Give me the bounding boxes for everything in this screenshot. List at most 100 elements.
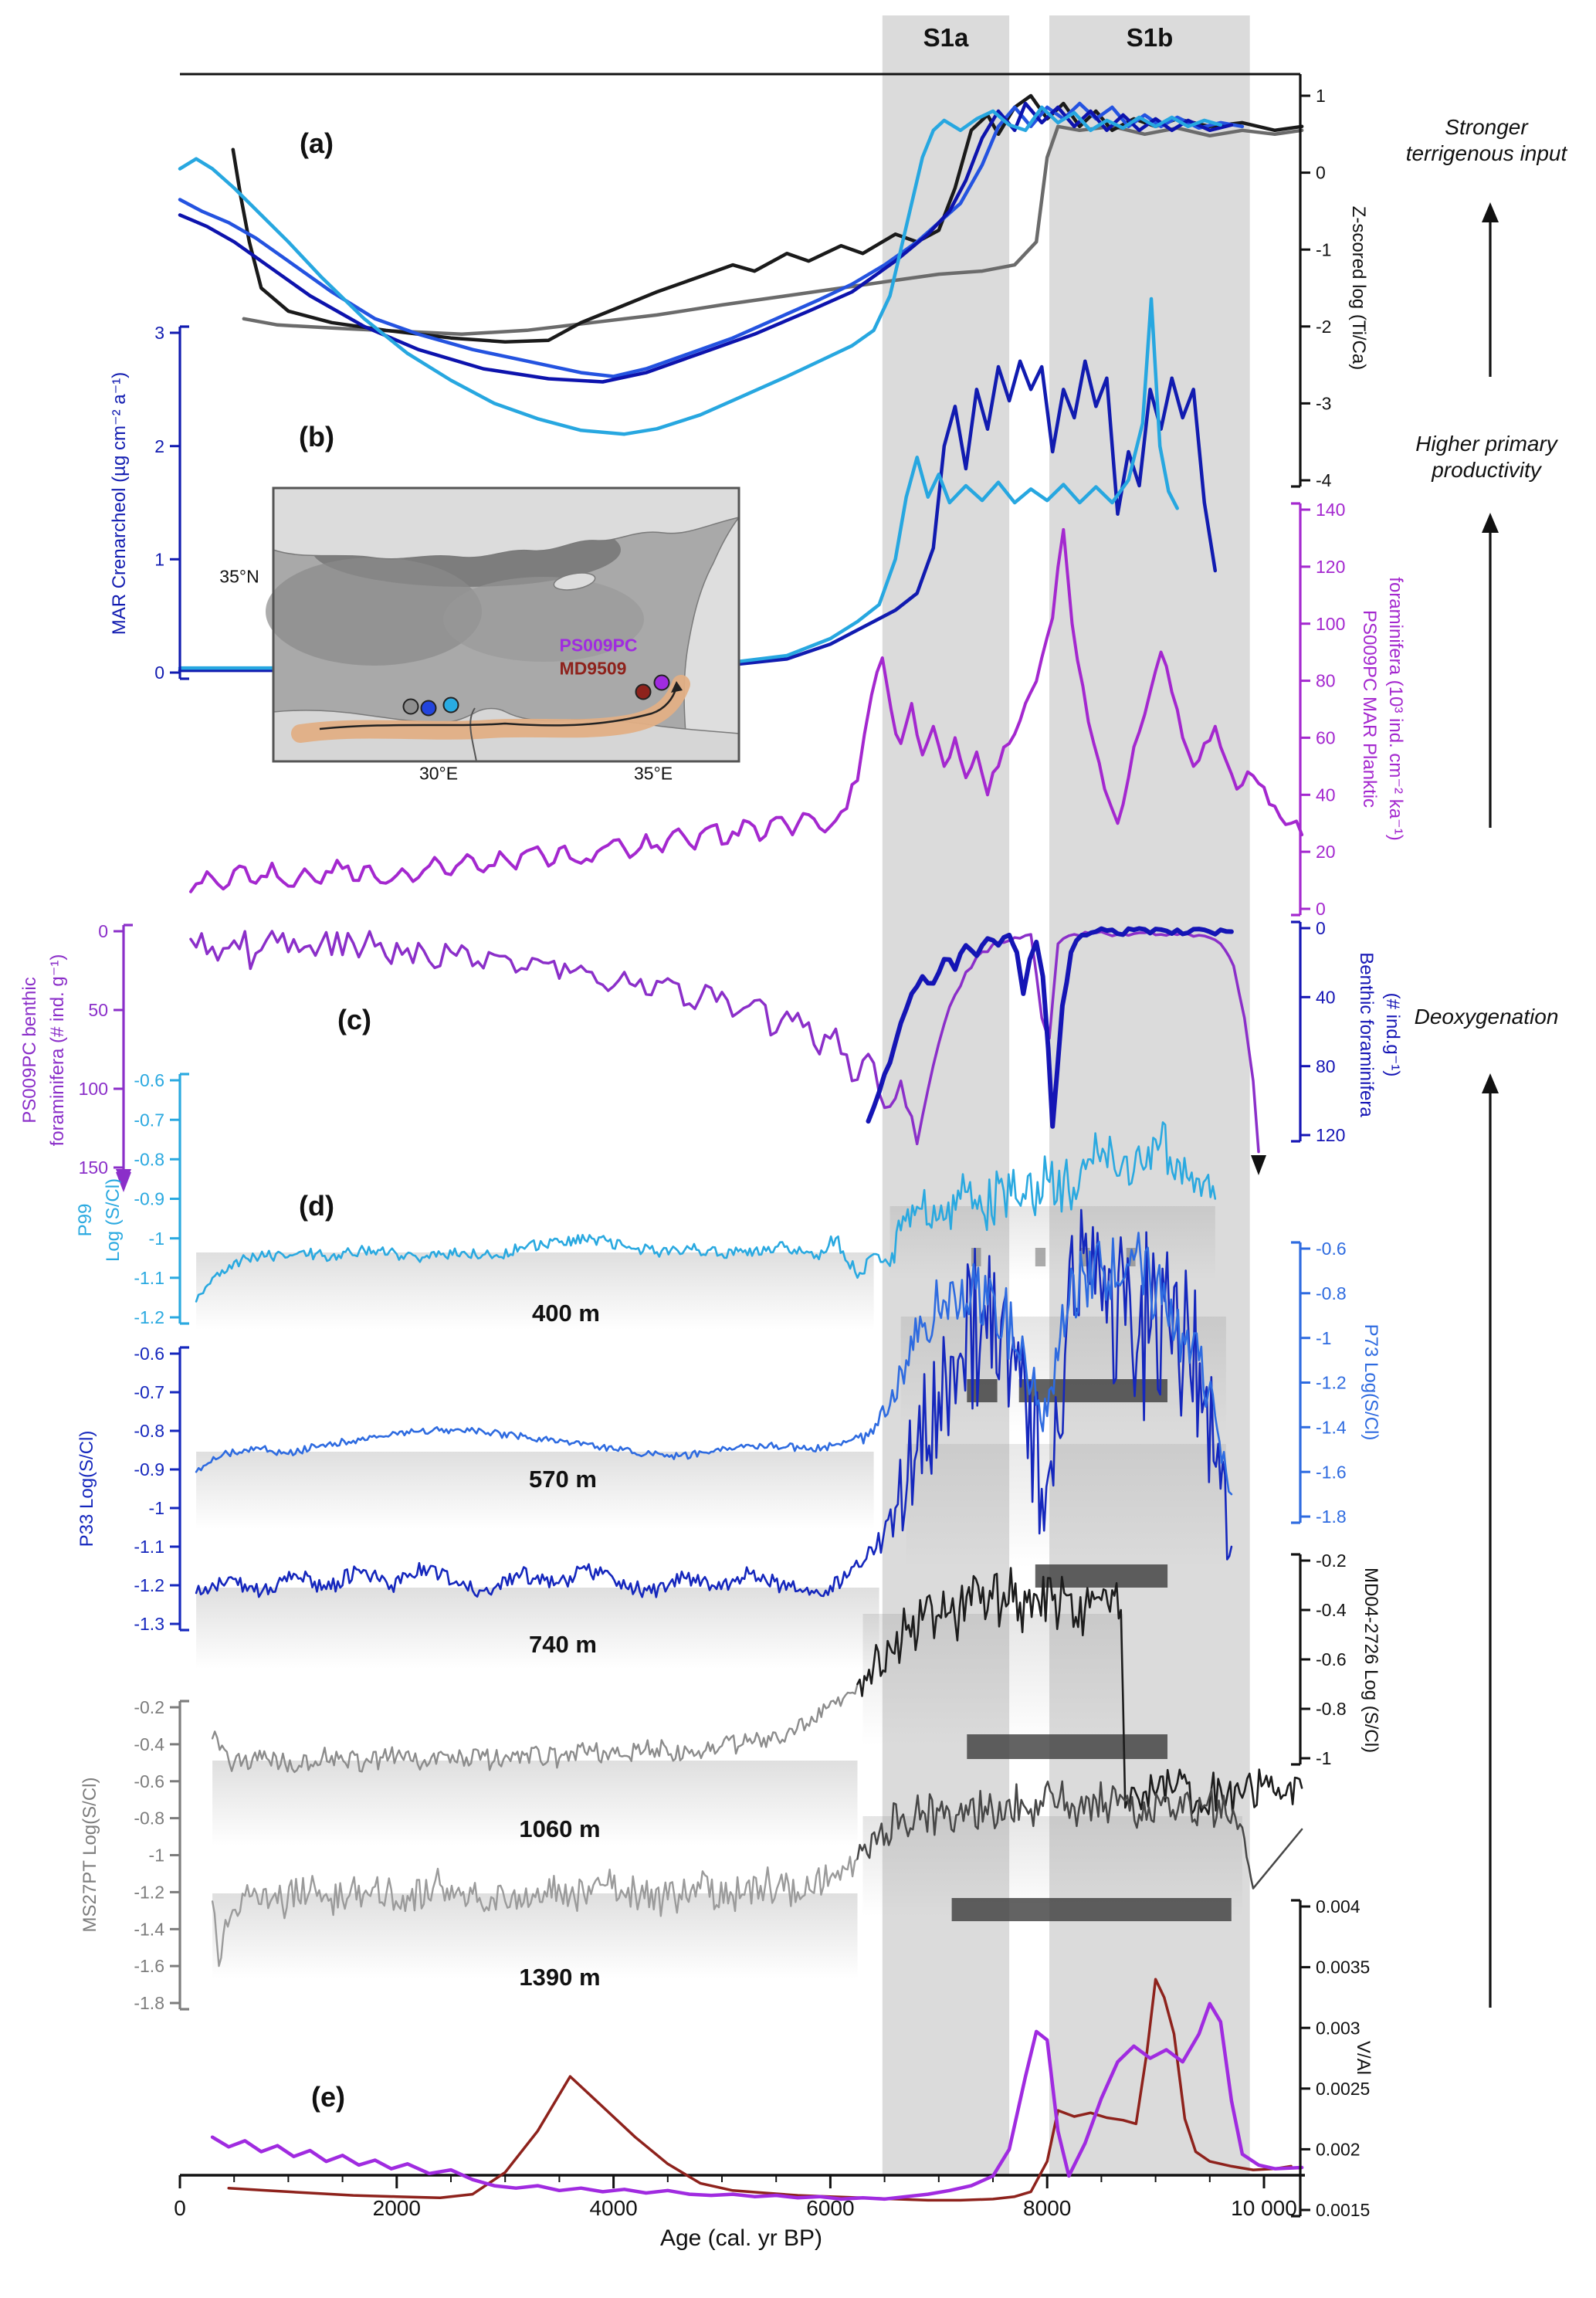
tick-label-cren: 3 [154,323,164,343]
axis-label-p33: P33 Log(S/Cl) [76,1431,97,1547]
tick-label-planktic: 0 [1316,899,1326,919]
depth-label-400m: 400 m [532,1300,600,1327]
x-tick-label: 2000 [373,2196,421,2220]
map-sediment-band [291,675,690,743]
map-nile [469,707,477,762]
x-tick-label: 0 [174,2196,186,2220]
map-arrowhead-icon [671,681,683,693]
offscale-arrow-down-icon [1251,1155,1266,1175]
axis-label-planktic: foraminifera (10³ ind. cm⁻² ka⁻¹) [1385,577,1406,840]
series-md04-1060m-early [211,1683,859,1774]
tick-label-p33: -1.2 [134,1575,164,1595]
map-site-dot [402,698,419,715]
tick-label-tica: -2 [1316,317,1331,337]
tick-label-bbenthic: 80 [1316,1056,1336,1076]
tick-label-p99: -0.7 [134,1110,164,1130]
shading-fade [862,1614,1123,1745]
map-site-dot [653,674,670,691]
tick-label-p73: -1 [1316,1328,1331,1348]
tick-label-ms27pt: -1.4 [134,1919,164,1939]
tick-label-p73: -1.8 [1316,1507,1347,1527]
x-tick-label: 4000 [589,2196,637,2220]
tick-label-p73: -1.4 [1316,1417,1347,1437]
series-val-darkred [227,1978,1293,2202]
annotation-primary-productivity: Higher primary productivity [1415,432,1557,483]
axis-label-bbenthic: (# ind.g⁻¹) [1382,993,1403,1077]
tick-label-p73: -1.6 [1316,1462,1347,1482]
tick-label-p73: -1.2 [1316,1373,1347,1393]
tick-label-p73: -0.8 [1316,1283,1347,1303]
series-p33-740m [195,1208,1233,1598]
axis-label-pbenthic: foraminifera (# ind. g⁻¹) [47,954,68,1147]
map-land-anatolia [273,487,740,560]
axis-label-md04: MD04-2726 Log (S/Cl) [1360,1568,1381,1753]
tick-label-p33: -1 [149,1498,164,1518]
tick-label-pbenthic: 0 [98,921,108,941]
series-val-purple [210,2001,1304,2201]
shading-fade [196,1588,879,1669]
tick-label-val: 0.0025 [1316,2079,1370,2099]
tick-label-pbenthic: 100 [79,1079,108,1099]
tick-label-planktic: 140 [1316,500,1345,520]
tick-label-p99: -0.6 [134,1070,164,1090]
panel-label-a: (a) [300,127,334,159]
tick-label-p33: -0.6 [134,1344,164,1364]
tick-label-p33: -1.3 [134,1614,164,1634]
axis-val: 0.004 0.0035 0.003 0.0025 0.002 0.0015 V/Al [1291,1896,1374,2220]
series-p99-400m [195,1121,1217,1303]
panel-label-c: (c) [337,1004,371,1035]
annotation-arrow-up-icon [1482,202,1499,222]
interval-bar [1080,1248,1090,1266]
tick-label-md04: -0.6 [1316,1649,1347,1669]
tick-label-ms27pt: -1.2 [134,1882,164,1902]
tick-label-planktic: 120 [1316,557,1345,577]
tick-label-p33: -0.9 [134,1459,164,1479]
axis-md04: -0.2 -0.4 -0.6 -0.8 -1 MD04-2726 Log (S/Cl) [1291,1551,1381,1768]
axis-pbenthic: 0 50 100 150 PS009PC benthic foraminifera (# … [19,921,133,1192]
axis-ms27pt: -0.2 -0.4 -0.6 -0.8 -1 -1.2 -1.4 -1.6 -1.8 MS27PT… [80,1697,189,2013]
axis-label-bbenthic: Benthic foraminifera [1356,952,1377,1117]
tick-label-tica: 0 [1316,163,1326,183]
tick-label-md04: -1 [1316,1748,1331,1768]
axis-label-tica: Z-scored log (Ti/Ca) [1348,206,1369,370]
axis-label-planktic: PS009PC MAR Planktic [1359,610,1380,808]
map-label-35n: 35°N [219,566,259,587]
tick-label-val: 0.002 [1316,2139,1360,2159]
tick-label-p99: -1.1 [134,1268,164,1288]
tick-label-cren: 0 [154,663,164,683]
map-cyprus [553,572,596,591]
tick-label-ms27pt: -1.6 [134,1956,164,1976]
map-site-dot [442,697,459,713]
axis-label-cren: MAR Crenarcheol (µg cm⁻² a⁻¹) [109,372,130,636]
tick-label-ms27pt: -0.4 [134,1734,164,1754]
tick-label-md04: -0.8 [1316,1699,1347,1719]
series-p73-570m [195,1232,1233,1496]
tick-label-planktic: 80 [1316,671,1336,691]
map-label-ps009pc: PS009PC [559,635,638,656]
tick-label-val: 0.004 [1316,1896,1360,1917]
map-label-30e: 30°E [418,763,459,784]
map-label-md9509: MD9509 [559,658,627,679]
tick-label-pbenthic: 50 [88,1000,108,1020]
x-axis-title: Age (cal. yr BP) [659,2225,823,2251]
axis-planktic: 0 20 40 60 80 100 120 140 PS009PC MAR Planktic fo… [1291,500,1406,919]
tick-label-ms27pt: -1.8 [134,1993,164,2013]
depth-label-1060m: 1060 m [519,1815,601,1842]
tick-label-p99: -1 [149,1229,164,1249]
axis-p73: -0.6 -0.8 -1 -1.2 -1.4 -1.6 -1.8 P73 Log(S/Cl) [1291,1239,1381,1527]
shading-fade [906,1444,1226,1568]
shading-fade [196,1452,874,1529]
series-ms27pt-1390m-late [856,1780,1303,1890]
tick-label-planktic: 40 [1316,785,1336,805]
tick-label-ms27pt: -0.2 [134,1697,164,1717]
offscale-arrow-down-icon [116,1169,131,1189]
tick-label-bbenthic: 0 [1316,918,1326,938]
depth-label-570m: 570 m [529,1466,597,1493]
tick-label-tica: -4 [1316,470,1332,490]
axis-label-p99: Log (S/Cl) [103,1178,124,1262]
interval-bar [951,1898,1232,1921]
map-basin-west [266,558,482,666]
tick-label-tica: -1 [1316,239,1331,259]
axis-label-p99: P99 [75,1204,96,1237]
